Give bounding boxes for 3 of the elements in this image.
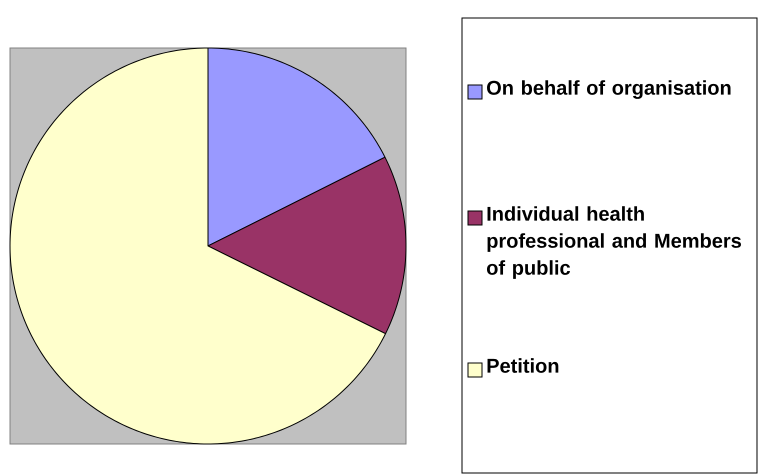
legend-label: Individual health professional and Members of public (486, 206, 741, 279)
legend-label: Petition (488, 358, 558, 373)
legend-label: On behalf of organisation (487, 80, 731, 99)
